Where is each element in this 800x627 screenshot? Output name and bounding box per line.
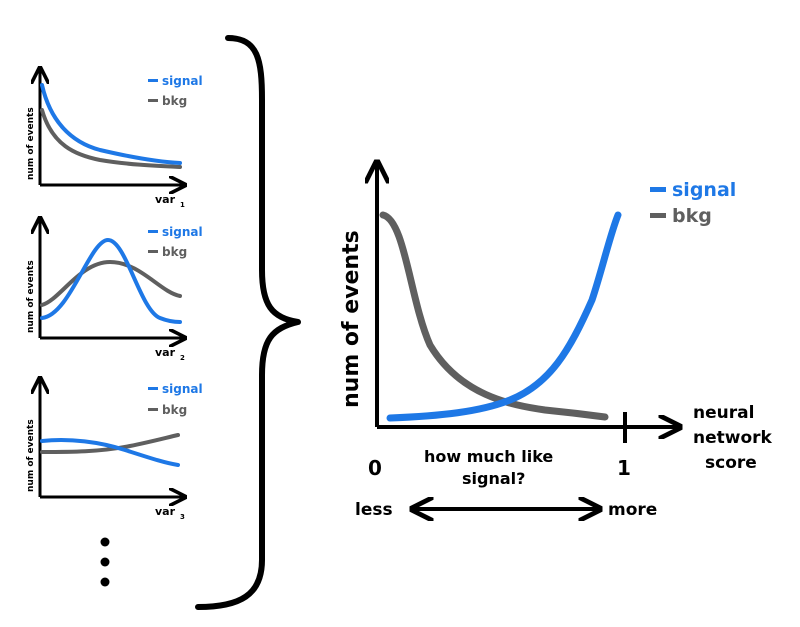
question-line1: how much like bbox=[424, 447, 553, 466]
panel-1-legend-bkg-swatch bbox=[148, 99, 158, 102]
ellipsis-dot bbox=[100, 537, 110, 547]
small-panel-2: num of events var 2 signal bkg bbox=[26, 218, 203, 362]
main-signal-curve bbox=[386, 211, 622, 422]
panel-1-xlabel-sub: 1 bbox=[180, 201, 185, 209]
curly-brace bbox=[195, 35, 301, 610]
question-line2: signal? bbox=[462, 469, 525, 488]
panel-3-legend-bkg-swatch bbox=[148, 408, 158, 411]
main-legend-signal-swatch bbox=[650, 187, 666, 192]
panel-3-xlabel: var bbox=[155, 505, 176, 518]
panel-3-bkg-curve bbox=[40, 433, 180, 454]
more-variables-ellipsis bbox=[100, 537, 110, 587]
panel-2-legend-signal-swatch bbox=[148, 230, 158, 233]
panel-2-ylabel: num of events bbox=[26, 260, 36, 333]
main-xlabel-line1: neural bbox=[693, 403, 754, 423]
panel-2-legend-bkg: bkg bbox=[162, 245, 187, 259]
panel-1-legend-signal: signal bbox=[162, 74, 203, 88]
more-label: more bbox=[608, 500, 657, 520]
panel-3-legend-bkg: bkg bbox=[162, 403, 187, 417]
panel-2-xlabel: var bbox=[155, 346, 176, 359]
panel-1-legend-signal-swatch bbox=[148, 79, 158, 82]
main-legend-bkg: bkg bbox=[672, 205, 712, 227]
panel-2-signal-curve bbox=[40, 237, 182, 324]
main-legend-bkg-swatch bbox=[650, 213, 666, 218]
main-tick-1-label: 1 bbox=[617, 456, 631, 480]
panel-3-legend-signal-swatch bbox=[148, 387, 158, 390]
main-legend-signal: signal bbox=[672, 179, 736, 201]
main-ylabel: num of events bbox=[339, 230, 364, 408]
panel-1-legend-bkg: bkg bbox=[162, 94, 187, 108]
panel-3-legend-signal: signal bbox=[162, 382, 203, 396]
less-label: less bbox=[355, 500, 393, 520]
panel-1-bkg-curve bbox=[40, 108, 182, 169]
ellipsis-dot bbox=[100, 577, 110, 587]
main-xlabel-line2: network bbox=[693, 428, 773, 448]
panel-3-ylabel: num of events bbox=[26, 419, 36, 492]
panel-2-legend-bkg-swatch bbox=[148, 250, 158, 253]
small-panel-3: num of events var 3 signal bkg bbox=[26, 378, 203, 521]
panel-2-bkg-curve bbox=[40, 259, 182, 307]
panel-1-ylabel: num of events bbox=[26, 107, 36, 180]
panel-3-xlabel-sub: 3 bbox=[180, 513, 185, 521]
main-panel: num of events neural network score 0 1 h… bbox=[339, 162, 773, 520]
panel-1-xlabel: var bbox=[155, 193, 176, 206]
ellipsis-dot bbox=[100, 557, 110, 567]
main-bkg-curve bbox=[379, 211, 609, 421]
main-tick-0-label: 0 bbox=[368, 456, 382, 480]
small-panel-1: num of events var 1 signal bkg bbox=[26, 68, 203, 209]
panel-1-signal-curve bbox=[40, 83, 182, 165]
panel-2-xlabel-sub: 2 bbox=[180, 354, 185, 362]
panel-3-signal-curve bbox=[40, 438, 180, 467]
main-xlabel-line3: score bbox=[705, 453, 757, 473]
panel-2-legend-signal: signal bbox=[162, 225, 203, 239]
